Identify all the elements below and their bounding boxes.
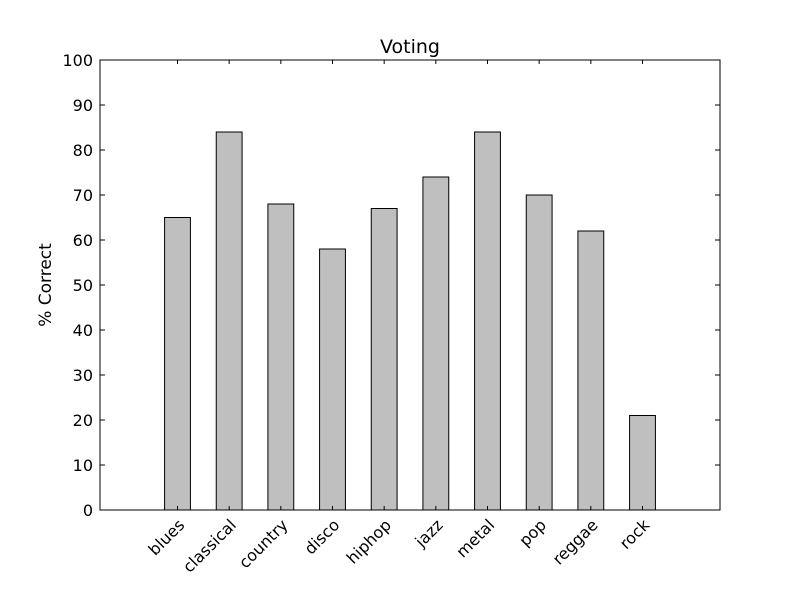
x-tick-label-country: country bbox=[235, 515, 292, 572]
y-tick-label-60: 60 bbox=[73, 231, 93, 250]
y-tick-label-50: 50 bbox=[73, 276, 93, 295]
y-tick-label-20: 20 bbox=[73, 411, 93, 430]
x-tick-label-disco: disco bbox=[301, 515, 344, 558]
y-tick-label-30: 30 bbox=[73, 366, 93, 385]
bar-jazz bbox=[422, 176, 450, 511]
y-tick-label-100: 100 bbox=[62, 51, 93, 70]
chart-title: Voting bbox=[380, 36, 440, 58]
plot-frame bbox=[99, 59, 721, 511]
x-tick-label-rock: rock bbox=[616, 515, 654, 553]
bar-disco bbox=[319, 248, 346, 511]
bar-country bbox=[267, 203, 295, 511]
y-tick-label-70: 70 bbox=[73, 186, 93, 205]
y-tick-label-80: 80 bbox=[73, 141, 93, 160]
bar-blues bbox=[164, 217, 191, 511]
x-tick-label-hiphop: hiphop bbox=[343, 515, 395, 567]
y-tick-label-40: 40 bbox=[73, 321, 93, 340]
y-ticks-group: 0 10 20 30 40 50 60 70 80 90 100 bbox=[62, 51, 720, 520]
x-tick-label-blues: blues bbox=[145, 515, 189, 559]
y-axis-label: % Correct bbox=[36, 243, 56, 327]
bar-metal bbox=[474, 131, 501, 511]
y-tick-label-10: 10 bbox=[73, 456, 93, 475]
x-tick-label-classical: classical bbox=[179, 515, 240, 576]
bar-reggae bbox=[577, 230, 605, 511]
x-tick-label-pop: pop bbox=[515, 515, 550, 550]
y-tick-label-90: 90 bbox=[73, 96, 93, 115]
y-tick-label-0: 0 bbox=[83, 501, 93, 520]
bar-rock bbox=[629, 415, 656, 511]
bars-group bbox=[164, 131, 656, 511]
x-tick-label-metal: metal bbox=[452, 515, 498, 561]
x-tick-label-reggae: reggae bbox=[549, 515, 602, 568]
bar-pop bbox=[525, 194, 553, 511]
x-tick-label-jazz: jazz bbox=[411, 515, 447, 551]
bar-hiphop bbox=[370, 208, 398, 511]
bar-classical bbox=[215, 131, 243, 511]
